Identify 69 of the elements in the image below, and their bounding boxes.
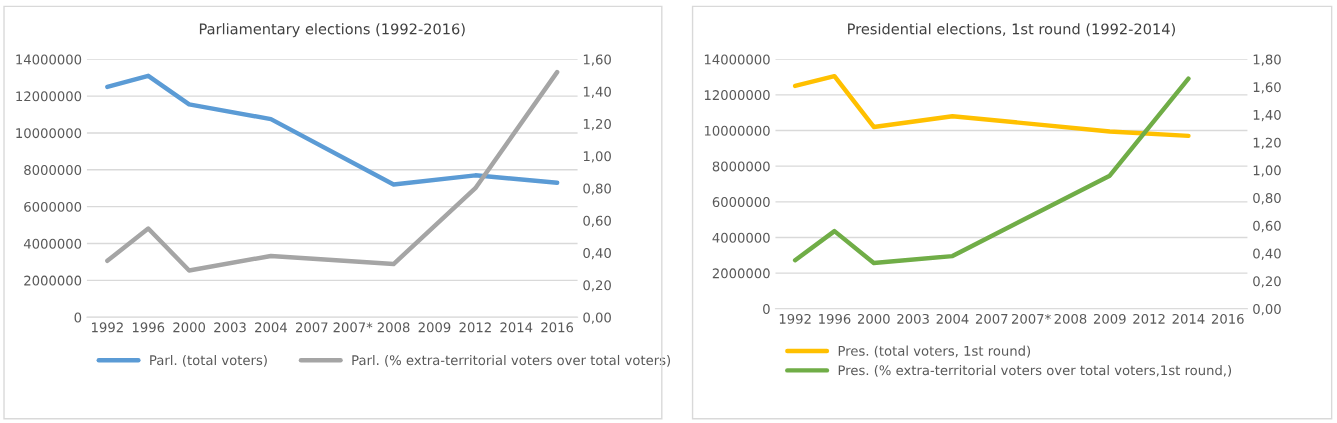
- x-tick-label: 2003: [897, 313, 929, 324]
- line-series: [105, 69, 560, 273]
- x-tick-label: 2007*: [333, 322, 373, 333]
- y2-tick-label: 1,00: [1253, 165, 1281, 177]
- y2-tick-label: 1,20: [1253, 137, 1281, 149]
- y2-tick-label: 1,00: [583, 151, 611, 163]
- x-tick-label: 2012: [459, 322, 491, 333]
- y-tick-label: 2000000: [24, 275, 82, 286]
- y2-tick-label: 1,60: [1253, 82, 1281, 94]
- y-tick-label: 6000000: [712, 197, 770, 208]
- x-tick-label: 2007: [295, 322, 328, 333]
- legend-label: Pres. (total voters, 1st round): [838, 345, 1031, 358]
- y-tick-label: 10000000: [704, 125, 770, 136]
- y2-tick-label: 1,40: [1253, 109, 1281, 122]
- x-tick-label: 2008: [377, 322, 410, 333]
- y-tick-label: 0: [763, 304, 770, 314]
- y2-tick-label: 0,40: [583, 247, 611, 260]
- y-tick-label: 12000000: [704, 90, 770, 101]
- x-tick-label: 2000: [173, 322, 206, 333]
- x-tick-label: 2000: [857, 313, 890, 324]
- line-series: [105, 73, 560, 187]
- y-tick-label: 0: [74, 312, 82, 323]
- x-tick-label: 2004: [255, 322, 287, 333]
- legend-label: Parl. (% extra-territorial voters over total voters): [352, 354, 671, 367]
- y2-tick-label: 1,40: [583, 86, 611, 99]
- x-tick-label: 1996: [819, 313, 851, 324]
- y2-tick-label: 0,00: [1253, 304, 1281, 316]
- x-tick-label: 2009: [1093, 313, 1126, 324]
- x-tick-label: 2014: [500, 322, 533, 333]
- y2-tick-label: 1,20: [583, 118, 611, 131]
- y-tick-label: 4000000: [712, 232, 770, 243]
- y-tick-label: 4000000: [23, 238, 82, 249]
- y2-tick-label: 0,20: [1253, 276, 1281, 288]
- x-tick-label: 2014: [1172, 313, 1205, 324]
- x-tick-label: 2016: [541, 322, 574, 333]
- chart-title: Presidential elections, 1st round (1992-2014): [848, 23, 1175, 37]
- legend-label: Pres. (% extra-territorial voters over total voters,1st round,): [838, 364, 1232, 377]
- y-tick-label: 6000000: [24, 201, 82, 212]
- x-tick-label: 1992: [92, 322, 123, 333]
- x-tick-label: 2007: [975, 313, 1008, 324]
- y2-tick-label: 0,40: [1253, 248, 1281, 260]
- y-tick-label: 12000000: [16, 91, 82, 102]
- x-tick-label: 1992: [779, 313, 811, 324]
- y2-tick-label: 0,00: [583, 312, 611, 324]
- x-tick-label: 2004: [936, 313, 969, 324]
- y2-tick-label: 0,80: [583, 183, 611, 195]
- y2-tick-label: 0,20: [583, 280, 611, 292]
- legend-label: Parl. (total voters): [150, 354, 267, 367]
- y-tick-label: 14000000: [704, 54, 770, 65]
- y-tick-label: 10000000: [16, 128, 82, 139]
- y-tick-label: 14000000: [16, 54, 82, 65]
- y2-tick-label: 0,80: [1253, 193, 1281, 205]
- y-tick-label: 8000000: [24, 165, 82, 175]
- x-tick-label: 2009: [418, 322, 451, 333]
- y2-tick-label: 1,80: [1253, 54, 1281, 66]
- x-tick-label: 1996: [132, 322, 165, 333]
- y2-tick-label: 0,60: [1253, 220, 1281, 233]
- x-tick-label: 2007*: [1011, 313, 1051, 324]
- chart-title: Parliamentary elections (1992-2016): [199, 23, 465, 38]
- line-series: [792, 76, 1191, 266]
- line-series: [792, 73, 1191, 139]
- y2-tick-label: 0,60: [583, 215, 611, 228]
- y-tick-label: 8000000: [712, 161, 770, 172]
- x-tick-label: 2003: [214, 322, 246, 333]
- x-tick-label: 2012: [1133, 313, 1165, 324]
- x-tick-label: 2016: [1211, 313, 1244, 324]
- y-tick-label: 2000000: [712, 268, 770, 279]
- x-tick-label: 2008: [1054, 313, 1087, 324]
- y2-tick-label: 1,60: [583, 54, 611, 66]
